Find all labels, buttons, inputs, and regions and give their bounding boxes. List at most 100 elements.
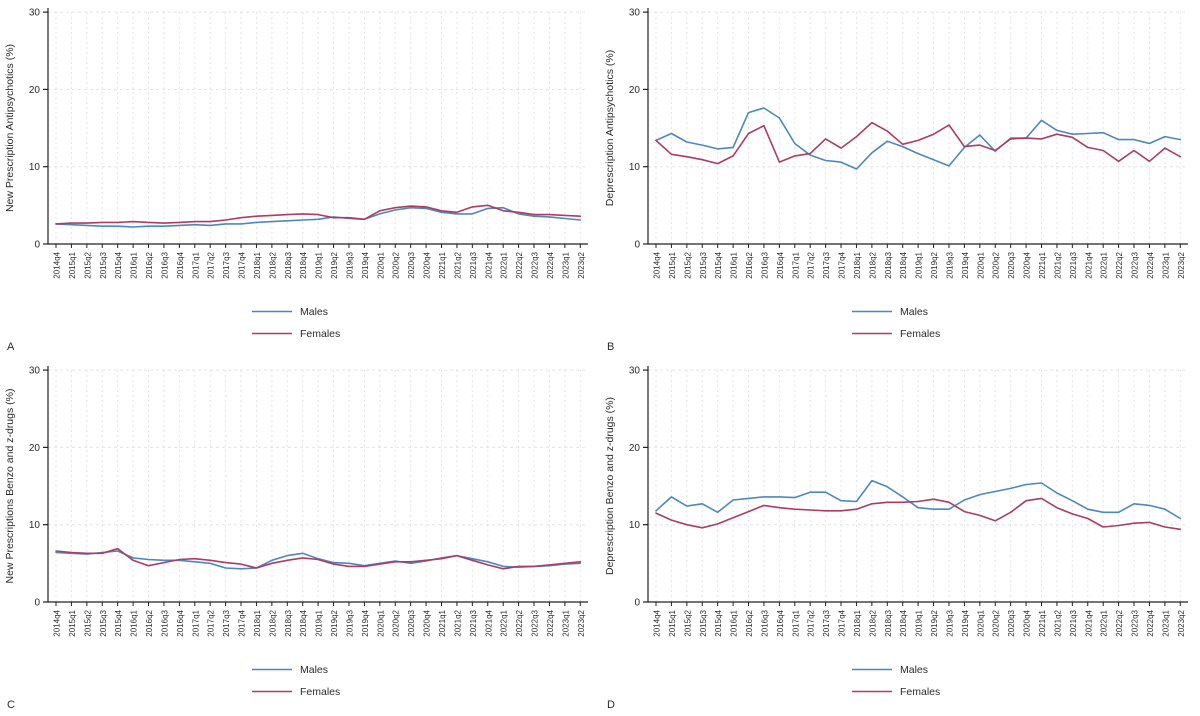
x-tick-label: 2020q2 — [392, 609, 401, 636]
x-tick-label: 2015q3 — [99, 609, 108, 636]
x-tick-label: 2022q2 — [1115, 251, 1124, 278]
x-tick-label: 2019q1 — [915, 251, 924, 278]
x-tick-label: 2021q1 — [438, 251, 447, 278]
x-tick-label: 2022q2 — [515, 609, 524, 636]
y-tick-label: 20 — [29, 443, 41, 454]
x-tick-label: 2017q3 — [222, 251, 231, 278]
x-tick-label: 2018q2 — [268, 251, 277, 278]
x-tick-label: 2018q1 — [853, 251, 862, 278]
x-tick-label: 2018q4 — [299, 251, 308, 278]
y-tick-label: 20 — [629, 85, 641, 96]
x-tick-label: 2022q3 — [531, 609, 540, 636]
x-tick-label: 2014q4 — [653, 251, 662, 278]
x-tick-label: 2022q3 — [531, 251, 540, 278]
legend-label-males: Males — [900, 664, 928, 676]
females-line — [55, 547, 582, 570]
y-tick-label: 20 — [29, 85, 41, 96]
y-tick-label: 10 — [629, 520, 641, 531]
x-tick-label: 2020q2 — [992, 609, 1001, 636]
x-tick-label: 2021q4 — [1084, 251, 1093, 278]
x-tick-label: 2022q2 — [1115, 609, 1124, 636]
x-tick-label: 2021q2 — [1053, 609, 1062, 636]
x-tick-label: 2016q3 — [760, 609, 769, 636]
x-tick-label: 2019q1 — [315, 251, 324, 278]
males-line — [55, 206, 582, 228]
x-tick-label: 2022q4 — [1146, 609, 1155, 636]
x-tick-label: 2015q3 — [699, 251, 708, 278]
x-tick-label: 2016q4 — [176, 251, 185, 278]
y-tick-label: 10 — [29, 162, 41, 173]
x-tick-label: 2020q2 — [992, 251, 1001, 278]
x-tick-label: 2017q1 — [191, 251, 200, 278]
x-tick-label: 2018q3 — [284, 609, 293, 636]
chart-C: 0 10 20 30 2014q4 2015q1 2015q2 2015q3 2015q4 201… — [4, 366, 588, 711]
y-tick-label: 0 — [634, 598, 640, 609]
x-tick-label: 2018q4 — [299, 609, 308, 636]
x-tick-label: 2015q3 — [699, 609, 708, 636]
x-tick-label: 2019q3 — [345, 609, 354, 636]
females-line — [655, 121, 1182, 165]
x-tick-label: 2019q1 — [915, 609, 924, 636]
x-tick-label: 2022q3 — [1131, 609, 1140, 636]
legend-label-males: Males — [300, 664, 328, 676]
x-tick-label: 2023q1 — [1161, 251, 1170, 278]
x-tick-label: 2015q2 — [83, 609, 92, 636]
x-tick-label: 2021q4 — [484, 251, 493, 278]
x-tick-label: 2021q4 — [484, 609, 493, 636]
x-tick-label: 2021q3 — [469, 609, 478, 636]
x-tick-label: 2016q1 — [730, 609, 739, 636]
x-tick-label: 2022q1 — [1100, 251, 1109, 278]
x-tick-label: 2019q2 — [330, 251, 339, 278]
males-line — [655, 107, 1182, 170]
females-line — [655, 497, 1182, 531]
x-tick-label: 2017q4 — [238, 609, 247, 636]
x-tick-label: 2017q4 — [838, 609, 847, 636]
panel-corner-label: A — [7, 341, 15, 353]
x-tick-label: 2020q2 — [392, 251, 401, 278]
legend-label-females: Females — [300, 328, 340, 340]
x-tick-label: 2017q1 — [791, 609, 800, 636]
x-tick-label: 2018q3 — [884, 609, 893, 636]
x-tick-label: 2020q1 — [976, 251, 985, 278]
panel-D: 0 10 20 30 2014q4 2015q1 2015q2 2015q3 2015q4 201… — [600, 358, 1200, 716]
x-tick-label: 2016q1 — [130, 251, 139, 278]
x-tick-label: 2021q4 — [1084, 609, 1093, 636]
x-tick-label: 2016q3 — [160, 251, 169, 278]
x-tick-label: 2016q2 — [145, 609, 154, 636]
x-tick-label: 2017q1 — [191, 609, 200, 636]
x-tick-label: 2020q1 — [976, 609, 985, 636]
chart-D: 0 10 20 30 2014q4 2015q1 2015q2 2015q3 2015q4 201… — [604, 366, 1188, 711]
x-tick-label: 2016q4 — [776, 251, 785, 278]
x-tick-label: 2023q1 — [561, 251, 570, 278]
females-line — [55, 204, 582, 225]
legend-label-females: Females — [900, 328, 940, 340]
x-tick-label: 2018q1 — [853, 609, 862, 636]
x-tick-label: 2019q4 — [961, 251, 970, 278]
x-tick-label: 2021q1 — [1038, 251, 1047, 278]
x-tick-label: 2022q4 — [546, 609, 555, 636]
panel-A: 0 10 20 30 2014q4 2015q1 2015q2 2015q3 2015q4 201… — [0, 0, 600, 358]
x-tick-label: 2021q3 — [1069, 609, 1078, 636]
x-tick-label: 2023q2 — [1177, 251, 1186, 278]
x-tick-label: 2020q3 — [407, 609, 416, 636]
x-tick-label: 2017q2 — [807, 251, 816, 278]
x-tick-label: 2015q1 — [668, 609, 677, 636]
x-tick-label: 2015q2 — [83, 251, 92, 278]
x-tick-label: 2022q4 — [1146, 251, 1155, 278]
y-axis-title: New Prescription Antipsychotics (%) — [4, 44, 16, 212]
x-tick-label: 2016q1 — [730, 251, 739, 278]
y-tick-label: 10 — [29, 520, 41, 531]
x-tick-label: 2019q2 — [330, 609, 339, 636]
x-tick-label: 2019q2 — [930, 609, 939, 636]
x-tick-label: 2016q2 — [745, 251, 754, 278]
x-tick-label: 2018q4 — [899, 251, 908, 278]
x-tick-label: 2020q3 — [407, 251, 416, 278]
x-tick-label: 2016q2 — [745, 609, 754, 636]
x-tick-label: 2019q4 — [361, 251, 370, 278]
x-tick-label: 2021q3 — [1069, 251, 1078, 278]
x-tick-label: 2020q1 — [376, 251, 385, 278]
x-tick-label: 2016q3 — [760, 251, 769, 278]
x-tick-label: 2022q3 — [1131, 251, 1140, 278]
x-tick-label: 2014q4 — [53, 609, 62, 636]
